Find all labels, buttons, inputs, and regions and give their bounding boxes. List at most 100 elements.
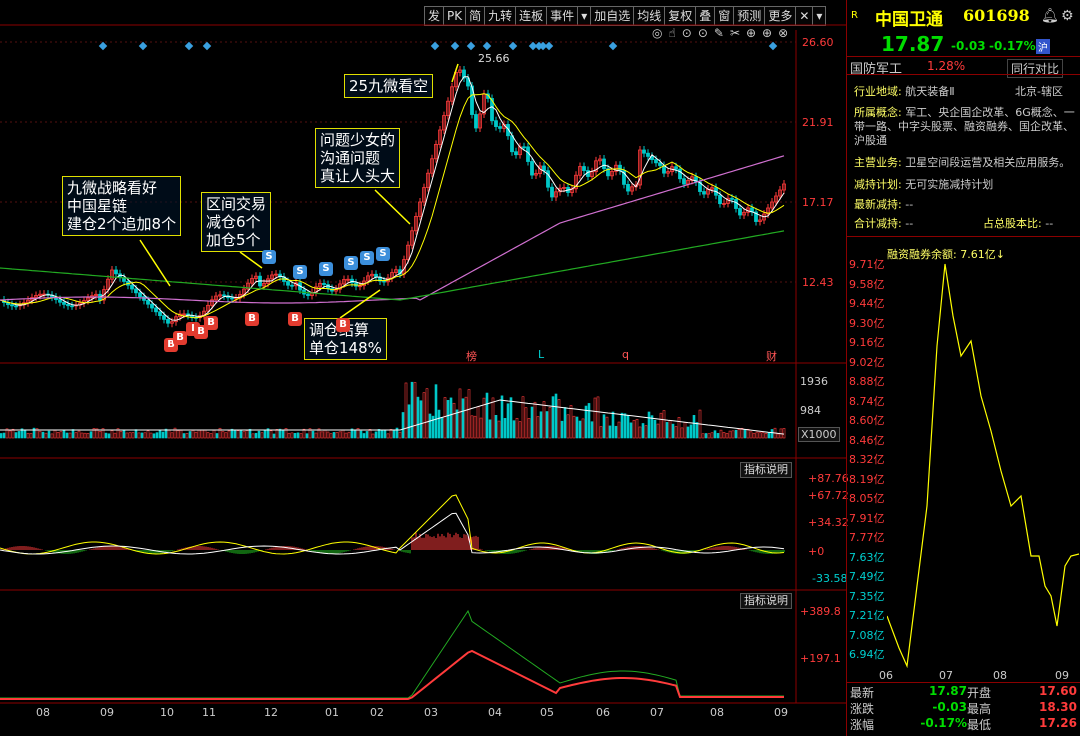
chart-tool-icons[interactable]: ◎☝⊙⊙✎✂⊕⊕⊗ [652,26,794,40]
buy-signal[interactable]: B [336,318,350,332]
month-label: 05 [540,706,554,719]
total-reduce-value: -- [905,217,913,230]
high-marker: 25.66 [478,52,510,65]
stock-name: 中国卫通 [875,5,943,30]
buy-signal[interactable]: B [245,312,259,326]
total-reduce-label: 合计减持: [854,217,902,230]
reduce-value: 无可实施减持计划 [905,178,993,191]
stat-chg-label: 涨跌 [850,700,874,717]
month-label: 12 [264,706,278,719]
month-label: 08 [710,706,724,719]
margin-axis-label: 7.08亿 [849,627,885,643]
margin-axis-label: 7.91亿 [849,510,885,526]
sector-pct: 1.28% [927,59,965,73]
quote-panel: R 中国卫通 601698 🔔︎ ⚙ 17.87 -0.03 -0.17% 沪 … [846,0,1080,736]
sell-signal[interactable]: S [376,247,390,261]
margin-axis-label: 7.21亿 [849,607,885,623]
margin-month-label: 09 [1055,669,1069,682]
macd-axis-label: -33.58 [812,572,847,585]
stat-latest: 17.87 [907,684,967,698]
sell-signal[interactable]: S [293,265,307,279]
r-tag: R [851,10,858,21]
latest-reduce-value: -- [905,198,913,211]
margin-axis-label: 7.49亿 [849,568,885,584]
month-label: 01 [325,706,339,719]
market-badge: 沪 [1036,39,1050,54]
margin-axis-label: 8.60亿 [849,412,885,428]
concept-row: 所属概念: 军工、央企国企改革、6G概念、一带一路、中字头股票、融资融券、国企改… [854,106,1076,148]
margin-axis-label: 9.71亿 [849,256,885,272]
margin-axis-label: 7.77亿 [849,529,885,545]
month-label: 06 [596,706,610,719]
annotation-box: 区间交易 减仓6个 加仓5个 [201,192,271,252]
price-axis-label: 21.91 [802,116,834,129]
stat-high-label: 最高 [967,700,991,717]
industry-label: 行业地域: [854,85,902,98]
region-value: 北京-辖区 [1015,83,1063,99]
business-label: 主营业务: [854,156,902,169]
bell-icon[interactable]: 🔔︎ [1041,8,1059,24]
month-label: 03 [424,706,438,719]
margin-axis-label: 7.35亿 [849,588,885,604]
stat-pct-label: 涨幅 [850,716,874,733]
price-pct: -0.17% [989,39,1036,53]
stat-chg: -0.03 [907,700,967,714]
month-label: 11 [202,706,216,719]
volume-unit[interactable]: X1000 [798,427,840,442]
stat-pct: -0.17% [907,716,967,730]
month-label: 02 [370,706,384,719]
stat-open: 17.60 [1027,684,1077,698]
share-ratio-label: 占总股本比: [983,217,1042,230]
margin-axis-label: 8.46亿 [849,432,885,448]
current-price: 17.87 [881,32,944,56]
event-marker[interactable]: L [538,348,544,361]
reduce-label: 减持计划: [854,178,902,191]
price-axis-label: 12.43 [802,276,834,289]
month-label: 09 [774,706,788,719]
buy-signal[interactable]: B [173,331,187,345]
sell-signal[interactable]: S [262,250,276,264]
event-marker[interactable]: 财 [766,348,777,364]
event-marker[interactable]: 榜 [466,348,477,364]
margin-axis-label: 9.02亿 [849,354,885,370]
share-ratio-value: -- [1045,217,1053,230]
macd-axis-label: +67.72 [808,489,849,502]
margin-axis-label: 8.74亿 [849,393,885,409]
buy-signal[interactable]: B [204,316,218,330]
stat-latest-label: 最新 [850,684,874,701]
ind2-axis-label: +389.8 [800,605,841,618]
volume-axis-label: 1936 [800,375,828,388]
margin-axis-label: 8.32亿 [849,451,885,467]
margin-axis-label: 8.19亿 [849,471,885,487]
sell-signal[interactable]: S [319,262,333,276]
macd-axis-label: +34.32 [808,516,849,529]
business-value: 卫星空间段运营及相关应用服务。 [905,156,1070,169]
margin-axis-label: 8.05亿 [849,490,885,506]
concept-label: 所属概念: [854,106,902,119]
margin-chart [887,256,1080,668]
price-change: -0.03 [951,39,986,53]
stock-chart[interactable] [0,0,846,736]
month-label: 04 [488,706,502,719]
stock-code: 601698 [963,6,1030,25]
compare-button[interactable]: 同行对比 [1007,59,1063,78]
annotation-box: 九微战略看好 中国星链 建仓2个追加8个 [62,176,181,236]
margin-month-label: 08 [993,669,1007,682]
indicator-help-button[interactable]: 指标说明 [740,462,792,478]
margin-axis-label: 6.94亿 [849,646,885,662]
sell-signal[interactable]: S [360,251,374,265]
annotation-box: 问题少女的 沟通问题 真让人头大 [315,128,400,188]
price-axis-label: 26.60 [802,36,834,49]
price-axis-label: 17.17 [802,196,834,209]
margin-month-label: 06 [879,669,893,682]
annotation-box: 25九微看空 [344,74,433,98]
margin-axis-label: 8.88亿 [849,373,885,389]
event-marker[interactable]: q [622,348,629,361]
sell-signal[interactable]: S [344,256,358,270]
gear-icon[interactable]: ⚙ [1061,8,1074,24]
buy-signal[interactable]: B [288,312,302,326]
indicator-help-button[interactable]: 指标说明 [740,593,792,609]
margin-axis-label: 7.63亿 [849,549,885,565]
margin-axis-label: 9.44亿 [849,295,885,311]
stat-open-label: 开盘 [967,684,991,701]
